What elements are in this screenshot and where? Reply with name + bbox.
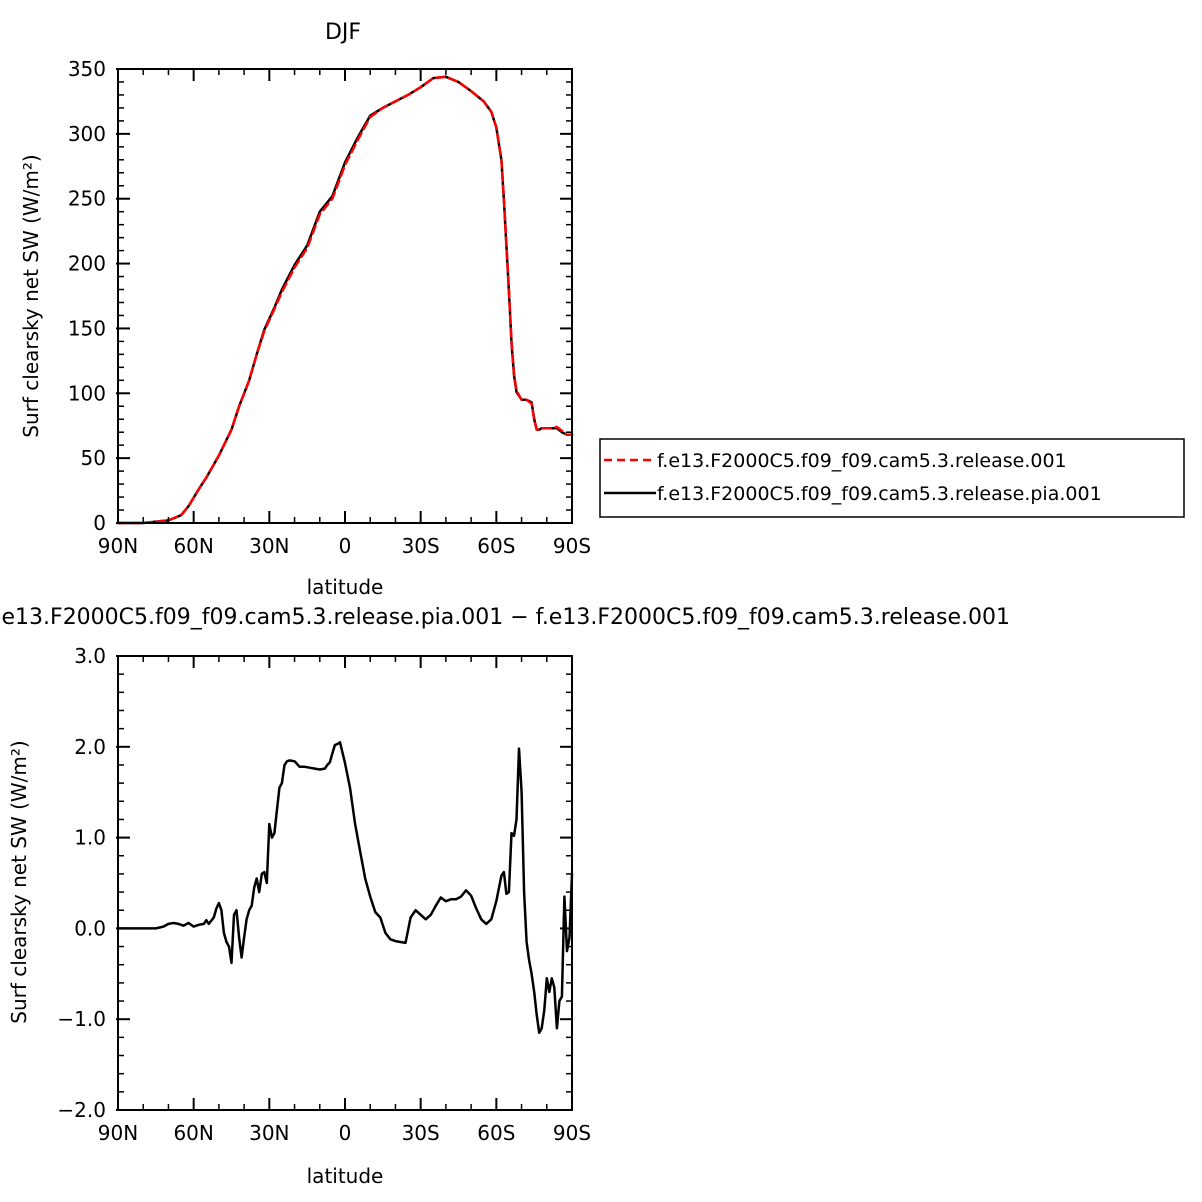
chart-bottom-xlabel: latitude (307, 1164, 384, 1188)
bottom-y-tick-label: 2.0 (74, 735, 106, 759)
bottom-y-tick-label: −1.0 (57, 1007, 106, 1031)
bottom-x-tick-label: 90N (98, 1121, 138, 1145)
bottom-y-tick-label: 3.0 (74, 644, 106, 668)
top-y-tick-label: 100 (68, 381, 106, 405)
bottom-y-tick-label: −2.0 (57, 1098, 106, 1122)
chart-top-legend: f.e13.F2000C5.f09_f09.cam5.3.release.001… (599, 438, 1185, 518)
top-x-tick-label: 0 (339, 534, 352, 558)
legend-label-series-2: f.e13.F2000C5.f09_f09.cam5.3.release.pia… (657, 483, 1102, 505)
chart-bottom-plot-area: 90N 60N 30N 0 30S 60S 90S −2.0 −1.0 0.0 1.0 2.0 3.0 (57, 644, 591, 1145)
top-series-2-line (116, 75, 574, 525)
legend-label-series-1: f.e13.F2000C5.f09_f09.cam5.3.release.001 (657, 450, 1067, 472)
top-y-tick-label: 150 (68, 316, 106, 340)
top-x-tick-label: 90N (98, 534, 138, 558)
chart-top-plot-area: 90N 60N 30N 0 30S 60S 90S 0 50 100 150 200 250 300 350 (68, 57, 591, 558)
chart-top-xlabel: latitude (307, 575, 384, 599)
bottom-x-tick-label: 0 (339, 1121, 352, 1145)
top-y-tick-label: 250 (68, 187, 106, 211)
bottom-x-tick-label: 90S (553, 1121, 591, 1145)
bottom-x-tick-label: 60S (477, 1121, 515, 1145)
top-x-tick-label: 30S (402, 534, 440, 558)
top-y-tick-label: 200 (68, 252, 106, 276)
chart-bottom-panel: f.e13.F2000C5.f09_f09.cam5.3.release.pia… (0, 605, 1010, 1188)
chart-bottom-title: f.e13.F2000C5.f09_f09.cam5.3.release.pia… (0, 605, 1010, 630)
top-x-tick-label: 60S (477, 534, 515, 558)
top-x-tick-label: 60N (173, 534, 213, 558)
top-series-1-line (116, 75, 574, 525)
top-y-tick-label: 300 (68, 122, 106, 146)
chart-top-panel: DJF 90N 60N 30N 0 30S 60S 90S 0 50 100 150 200 250 30… (19, 20, 1185, 599)
chart-top-frame (117, 68, 573, 524)
bottom-y-tick-label: 1.0 (74, 826, 106, 850)
bottom-x-tick-label: 30N (249, 1121, 289, 1145)
bottom-series-1-line (116, 741, 574, 1035)
chart-bottom-ylabel: Surf clearsky net SW (W/m²) (7, 740, 31, 1023)
top-x-tick-label: 30N (249, 534, 289, 558)
bottom-x-tick-label: 30S (402, 1121, 440, 1145)
top-y-tick-label: 50 (81, 446, 106, 470)
top-y-tick-label: 350 (68, 57, 106, 81)
bottom-y-tick-label: 0.0 (74, 916, 106, 940)
chart-top-ylabel: Surf clearsky net SW (W/m²) (19, 154, 43, 437)
top-x-tick-label: 90S (553, 534, 591, 558)
bottom-x-tick-label: 60N (173, 1121, 213, 1145)
legend-box (599, 438, 1185, 518)
top-y-tick-label: 0 (93, 511, 106, 535)
chart-top-title: DJF (325, 20, 361, 45)
